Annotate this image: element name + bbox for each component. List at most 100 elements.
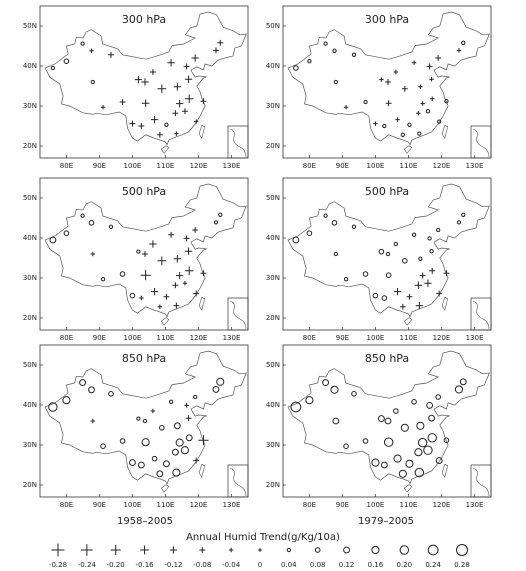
station-cross	[100, 104, 106, 110]
x-tick-label: 120E	[433, 162, 451, 170]
station-cross	[213, 47, 219, 54]
station-circle	[371, 458, 380, 467]
station-circle	[351, 391, 357, 397]
station-cross	[191, 54, 199, 62]
station-circle	[136, 249, 141, 254]
y-tick-label: 30N	[266, 274, 280, 282]
x-tick-label: 80E	[303, 334, 316, 342]
station-circle	[371, 545, 380, 555]
station-cross	[184, 94, 194, 104]
station-circle	[383, 437, 394, 447]
inset-coast	[229, 128, 247, 158]
x-tick-label: 100E	[124, 501, 142, 509]
station-circle	[381, 295, 388, 301]
station-circle	[163, 460, 170, 468]
y-tick-label: 30N	[266, 441, 280, 449]
station-circle	[382, 123, 387, 129]
station-cross	[429, 267, 436, 274]
station-cross	[182, 108, 188, 115]
station-circle	[417, 437, 428, 448]
station-cross	[193, 457, 200, 464]
station-cross	[217, 39, 224, 46]
x-tick-label: 80E	[303, 162, 316, 170]
station-circle	[100, 277, 106, 282]
station-circle	[428, 414, 436, 422]
y-tick-label: 30N	[23, 274, 37, 282]
station-circle	[418, 256, 423, 261]
station-circle	[136, 416, 141, 421]
station-circle	[378, 248, 385, 255]
station-cross	[174, 131, 179, 136]
station-cross	[414, 281, 423, 289]
station-cross	[436, 290, 443, 297]
station-cross	[156, 131, 163, 138]
station-circle	[286, 547, 292, 553]
legend-label: -0.08	[193, 561, 211, 569]
station-cross	[184, 75, 193, 83]
station-circle	[380, 461, 388, 469]
station-circle	[307, 59, 312, 64]
y-tick-label: 40N	[266, 62, 280, 70]
station-cross	[150, 287, 159, 296]
station-cross	[200, 270, 207, 277]
column-label: 1979–2005	[358, 516, 414, 527]
country-outline	[287, 11, 490, 146]
station-circle	[62, 396, 71, 405]
station-circle	[436, 227, 441, 233]
x-tick-label: 130E	[466, 334, 484, 342]
y-tick-label: 20N	[266, 481, 280, 489]
station-circle	[323, 213, 328, 218]
station-circle	[456, 220, 462, 225]
x-tick-label: 90E	[336, 162, 349, 170]
station-circle	[393, 241, 399, 247]
station-circle	[414, 448, 423, 457]
station-cross	[395, 117, 400, 122]
station-cross	[90, 418, 96, 424]
station-circle	[218, 212, 223, 217]
station-cross	[393, 69, 399, 75]
column-label: 1958–2005	[117, 516, 173, 527]
station-circle	[377, 415, 385, 423]
station-cross	[140, 270, 151, 281]
station-cross	[139, 295, 144, 301]
station-circle	[423, 445, 433, 455]
station-cross	[228, 547, 234, 553]
station-circle	[362, 271, 369, 277]
station-cross	[385, 79, 391, 85]
station-cross	[411, 60, 417, 66]
station-circle	[50, 65, 56, 71]
station-circle	[330, 385, 339, 394]
station-circle	[213, 220, 219, 225]
x-tick-label: 90E	[93, 162, 106, 170]
inset-coast	[472, 128, 490, 158]
station-circle	[88, 386, 95, 394]
legend-label: 0.20	[396, 561, 412, 569]
station-cross	[426, 63, 433, 70]
station-cross	[110, 544, 121, 556]
station-circle	[48, 402, 58, 412]
station-cross	[90, 251, 96, 257]
station-cross	[138, 123, 145, 129]
map-frame	[282, 344, 492, 498]
legend-label: 0.24	[425, 561, 441, 569]
station-circle	[258, 548, 262, 552]
x-tick-label: 120E	[190, 162, 208, 170]
island-outline	[198, 296, 206, 311]
x-tick-label: 110E	[157, 334, 175, 342]
station-circle	[385, 272, 392, 278]
inset-box	[227, 464, 249, 498]
station-cross	[173, 83, 181, 91]
station-cross	[198, 435, 209, 446]
station-circle	[119, 271, 126, 277]
station-circle	[129, 459, 136, 467]
y-tick-label: 20N	[23, 314, 37, 322]
station-circle	[137, 461, 145, 469]
island-outline	[441, 296, 449, 311]
station-cross	[456, 48, 462, 53]
legend-label: -0.04	[222, 561, 241, 569]
station-circle	[343, 546, 351, 554]
station-cross	[81, 544, 93, 556]
station-circle	[142, 418, 148, 424]
station-cross	[443, 270, 450, 277]
